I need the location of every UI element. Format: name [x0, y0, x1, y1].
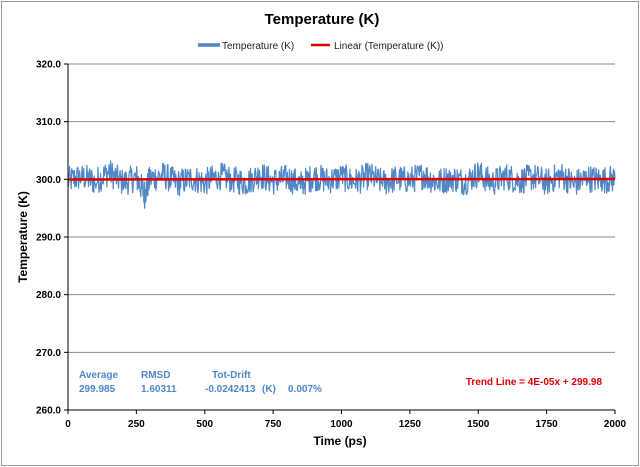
totdrift-label: Tot-Drift	[212, 370, 251, 381]
x-tick-label: 1500	[467, 419, 490, 430]
y-tick-label: 300.0	[36, 175, 61, 186]
x-tick-label: 0	[65, 419, 71, 430]
series-temperature	[67, 160, 616, 209]
y-tick-label: 280.0	[36, 290, 61, 301]
x-tick-label: 1250	[399, 419, 422, 430]
x-tick-label: 1000	[330, 419, 353, 430]
x-tick-labels: 0 250 500 750 1000 1250 1500 1750 2000	[65, 410, 627, 430]
y-tick-labels: 260.0 270.0 280.0 290.0 300.0 310.0 320.0	[36, 60, 68, 417]
average-value: 299.985	[79, 384, 116, 395]
x-axis-label: Time (ps)	[313, 434, 366, 448]
rmsd-value: 1.60311	[141, 384, 177, 395]
gridlines	[68, 63, 615, 353]
y-axis-label: Temperature (K)	[16, 191, 30, 283]
totdrift-value: -0.0242413	[205, 384, 256, 395]
rmsd-label: RMSD	[141, 370, 170, 381]
totdrift-percent: 0.007%	[288, 384, 322, 395]
y-tick-label: 310.0	[36, 117, 61, 128]
y-tick-label: 290.0	[36, 233, 61, 244]
x-tick-label: 250	[128, 419, 145, 430]
temperature-line	[67, 160, 616, 209]
totdrift-unit: (K)	[262, 384, 276, 395]
x-tick-label: 1750	[536, 419, 559, 430]
y-tick-label: 320.0	[36, 60, 61, 71]
x-tick-label: 750	[265, 419, 282, 430]
chart-title: Temperature (K)	[265, 11, 380, 28]
y-tick-label: 260.0	[36, 406, 61, 417]
x-tick-label: 2000	[604, 419, 627, 430]
average-label: Average	[79, 370, 119, 381]
legend-label-temperature: Temperature (K)	[222, 41, 294, 52]
legend-label-linear: Linear (Temperature (K))	[334, 41, 443, 52]
trend-line-equation: Trend Line = 4E-05x + 299.98	[466, 377, 603, 388]
statistics-block: Average 299.985 RMSD 1.60311 Tot-Drift -…	[79, 370, 322, 395]
y-tick-label: 270.0	[36, 348, 61, 359]
x-tick-label: 500	[196, 419, 213, 430]
legend: Temperature (K) Linear (Temperature (K))	[198, 41, 443, 52]
